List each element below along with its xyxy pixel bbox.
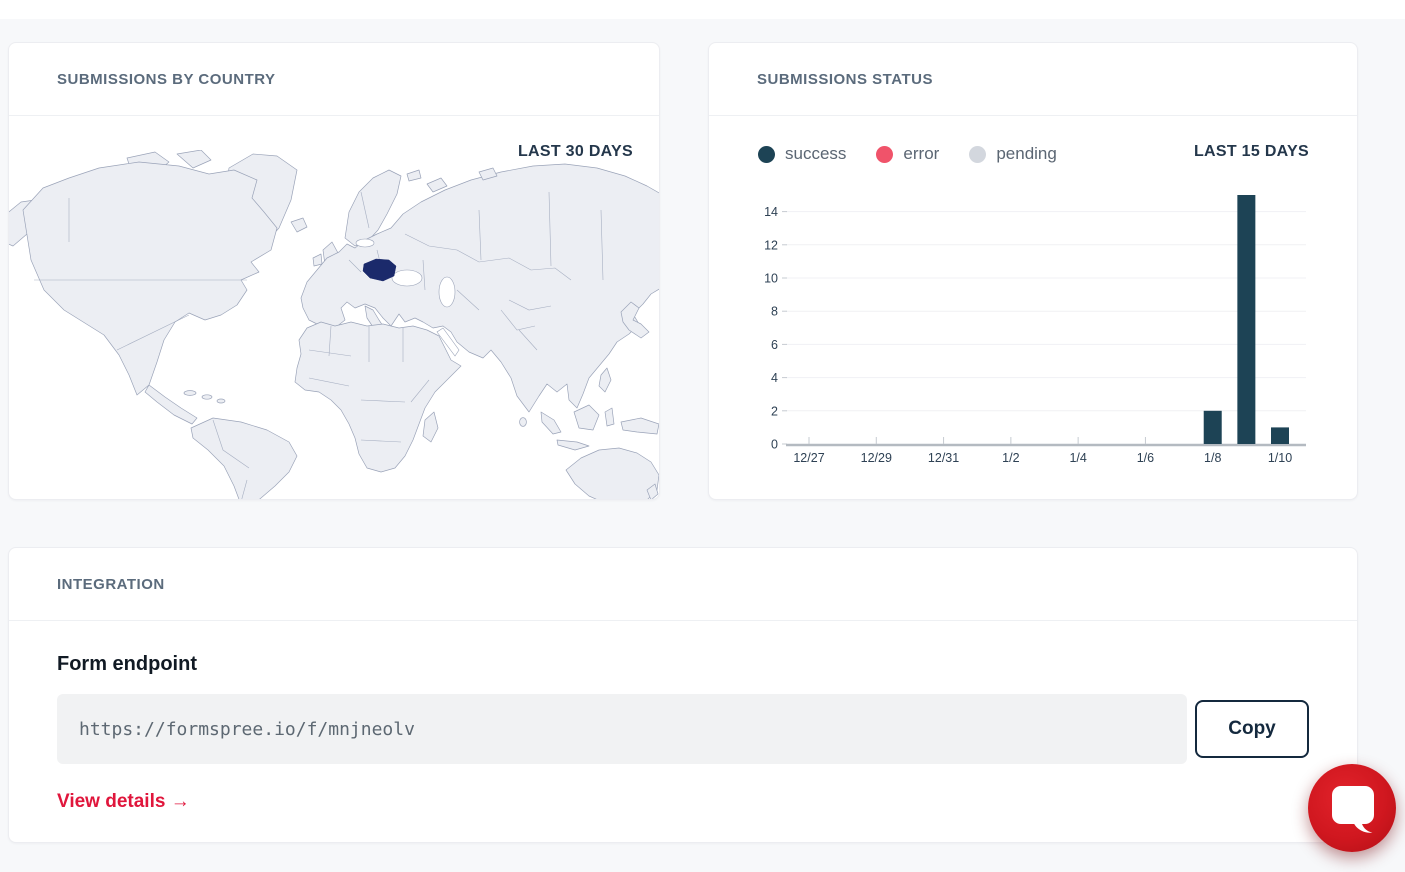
chat-widget-button[interactable] bbox=[1308, 764, 1396, 852]
svg-text:1/6: 1/6 bbox=[1137, 451, 1154, 465]
svg-text:1/2: 1/2 bbox=[1002, 451, 1019, 465]
svg-text:12/27: 12/27 bbox=[793, 451, 824, 465]
endpoint-row: Copy bbox=[57, 694, 1309, 764]
integration-card-header: INTEGRATION bbox=[9, 548, 1357, 621]
header-bottom-band bbox=[0, 0, 1405, 19]
world-map bbox=[9, 150, 659, 499]
arrow-right-icon: → bbox=[170, 791, 190, 812]
svg-text:12: 12 bbox=[764, 238, 778, 252]
status-period-label: LAST 15 DAYS bbox=[1193, 143, 1309, 160]
view-details-label: View details bbox=[57, 791, 166, 812]
status-card-title: SUBMISSIONS STATUS bbox=[757, 70, 933, 88]
svg-text:14: 14 bbox=[764, 205, 778, 219]
submissions-bar-chart: 0 2 4 6 8 10 12 14 12/27 12/29 12/31 1/2 1/4 1/6 1/8 1/… bbox=[764, 195, 1306, 465]
legend-dot-pending bbox=[969, 145, 987, 163]
svg-text:1/8: 1/8 bbox=[1204, 451, 1221, 465]
svg-text:12/29: 12/29 bbox=[861, 451, 892, 465]
country-card-header: SUBMISSIONS BY COUNTRY bbox=[9, 43, 659, 116]
legend-label: success bbox=[785, 144, 847, 163]
svg-text:12/31: 12/31 bbox=[928, 451, 959, 465]
form-endpooint-heading: Form endpoint bbox=[57, 653, 197, 675]
view-details-link[interactable]: View details → bbox=[57, 791, 190, 813]
legend-label: error bbox=[903, 144, 940, 163]
status-chart-area: success error pending LAST 15 DAYS 0 2 4 6 8 10… bbox=[709, 116, 1357, 499]
chart-legend: success error pending bbox=[758, 144, 1057, 164]
svg-text:10: 10 bbox=[764, 272, 778, 286]
country-period-label: LAST 30 DAYS bbox=[517, 143, 633, 160]
submissions-status-card: SUBMISSIONS STATUS success error pending L… bbox=[708, 42, 1358, 500]
country-map-area: LAST 30 DAYS bbox=[9, 116, 659, 499]
svg-text:1/4: 1/4 bbox=[1069, 451, 1086, 465]
copy-button[interactable]: Copy bbox=[1195, 700, 1309, 758]
legend-item-success[interactable]: success bbox=[758, 144, 846, 164]
chat-bubble-icon bbox=[1332, 786, 1374, 833]
svg-text:2: 2 bbox=[771, 404, 778, 418]
highlighted-country-romania bbox=[362, 258, 397, 282]
form-endpoint-input[interactable] bbox=[57, 694, 1187, 764]
integration-card: INTEGRATION Form endpoint Copy View deta… bbox=[8, 547, 1358, 843]
integration-body: Form endpoint Copy View details → bbox=[9, 621, 1357, 813]
legend-dot-success bbox=[758, 145, 775, 163]
svg-text:8: 8 bbox=[771, 305, 778, 319]
svg-text:1/10: 1/10 bbox=[1268, 451, 1292, 465]
svg-text:0: 0 bbox=[771, 438, 778, 452]
legend-dot-error bbox=[876, 145, 894, 163]
integration-card-title: INTEGRATION bbox=[57, 575, 165, 593]
status-card-header: SUBMISSIONS STATUS bbox=[709, 43, 1357, 116]
submissions-by-country-card: SUBMISSIONS BY COUNTRY LAST 30 DAYS bbox=[8, 42, 660, 500]
legend-item-pending[interactable]: pending bbox=[969, 144, 1057, 164]
svg-text:4: 4 bbox=[771, 371, 778, 385]
legend-label: pending bbox=[996, 144, 1057, 163]
svg-text:6: 6 bbox=[771, 338, 778, 352]
legend-item-error[interactable]: error bbox=[876, 144, 939, 164]
country-card-title: SUBMISSIONS BY COUNTRY bbox=[57, 70, 276, 88]
